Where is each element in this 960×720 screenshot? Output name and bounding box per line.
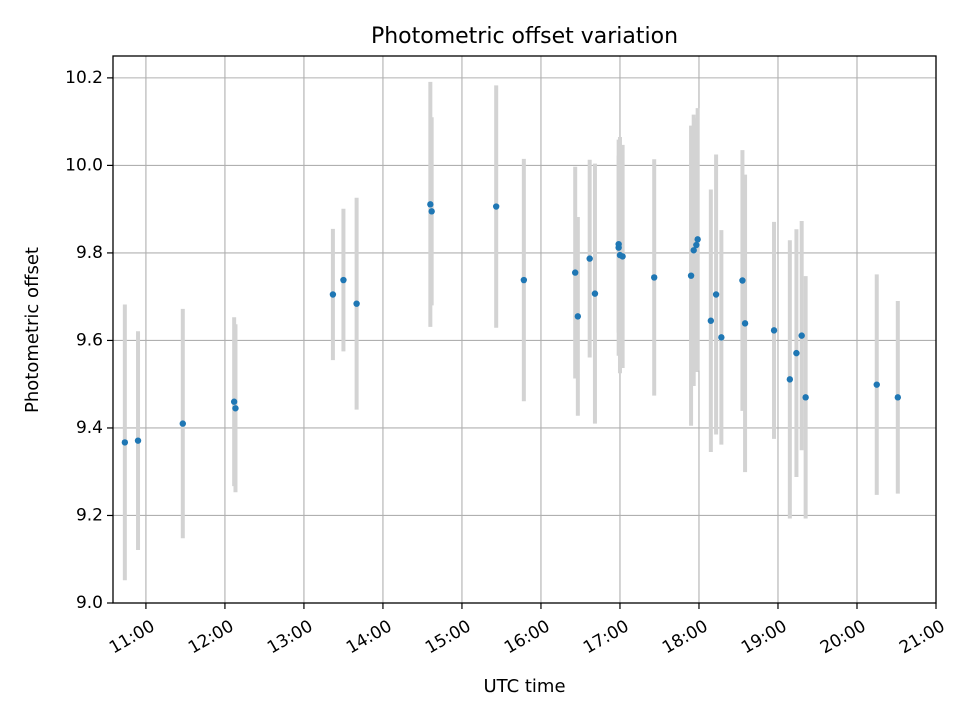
y-axis-label: Photometric offset [22,247,43,413]
data-point [693,241,700,249]
x-tick-label: 17:00 [580,616,632,658]
data-point [428,208,435,215]
x-tick-label: 12:00 [185,616,237,658]
data-point [134,437,142,444]
x-tick-label: 15:00 [422,616,474,658]
data-point [615,244,622,251]
y-tick-label: 9.8 [76,243,103,263]
data-point [786,376,794,383]
data-point [121,439,129,446]
data-point [179,420,186,427]
data-point [329,291,337,298]
plot-frame [112,55,937,604]
y-tick-label: 10.2 [65,68,103,88]
x-tick-label: 20:00 [817,616,869,658]
data-points [121,201,902,446]
data-point [586,255,593,262]
data-point [770,327,778,334]
y-tick-label: 9.0 [76,593,103,613]
y-tick-label: 9.6 [76,330,103,350]
data-point [574,313,582,320]
x-axis-ticks: 11:00 12:00 13:00 14:00 15:00 16:00 17:00 18:00… [106,603,949,658]
data-point [230,398,238,405]
data-point [798,332,805,339]
data-point [687,272,695,279]
data-point [739,277,746,284]
data-point [353,300,360,307]
y-axis-ticks: 9.0 9.2 9.4 9.6 9.8 10.0 10.2 [65,68,113,613]
y-tick-label: 10.0 [65,155,103,175]
data-point [718,334,725,341]
data-point [651,274,658,281]
data-point [571,269,579,276]
data-point [340,276,347,284]
data-point [741,320,749,327]
data-point [802,394,809,401]
x-tick-label: 21:00 [896,616,948,658]
data-point [712,291,720,298]
y-tick-label: 9.2 [76,505,103,525]
x-tick-label: 16:00 [501,616,553,658]
data-point [690,247,697,254]
x-tick-label: 19:00 [738,616,790,658]
data-point [232,405,239,412]
x-tick-label: 18:00 [659,616,711,658]
data-point [873,381,880,388]
data-point [619,253,626,260]
error-bars [122,81,900,581]
data-point [492,203,500,210]
data-point [793,349,800,357]
data-point [707,317,715,324]
data-point [694,236,701,243]
data-point [894,394,902,401]
data-point [520,276,528,284]
x-tick-label: 13:00 [264,616,316,658]
data-point [591,290,599,297]
x-tick-label: 11:00 [106,616,158,658]
chart-title: Photometric offset variation [371,24,678,49]
x-axis-label: UTC time [483,676,565,697]
x-tick-label: 14:00 [343,616,395,658]
data-point [427,201,434,208]
y-tick-label: 9.4 [76,418,103,438]
